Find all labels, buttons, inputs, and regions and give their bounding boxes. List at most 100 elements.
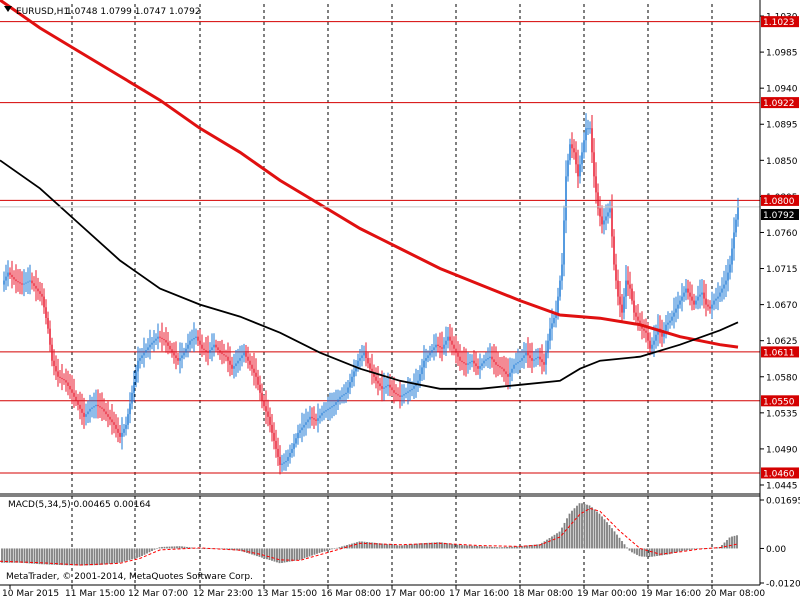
macd-signal-line xyxy=(0,507,739,566)
macd-bar xyxy=(368,542,371,549)
macd-bar xyxy=(493,546,496,549)
candle-body xyxy=(461,360,463,363)
macd-bar xyxy=(241,548,243,552)
candle-body xyxy=(423,360,425,368)
macd-bar xyxy=(133,548,136,559)
candle-body xyxy=(317,418,319,421)
candle-body xyxy=(389,384,391,388)
macd-bar xyxy=(143,548,146,555)
macd-bar xyxy=(731,536,733,549)
candle-body xyxy=(441,347,443,349)
macd-bar xyxy=(581,503,583,549)
macd-axis: 0.01695 0.00 -0.01209 xyxy=(760,497,800,590)
candle-body xyxy=(17,281,19,283)
macd-bar xyxy=(366,542,368,549)
candle-body xyxy=(89,408,91,412)
candle-body xyxy=(513,364,515,369)
macd-bar xyxy=(468,545,471,549)
candle-body xyxy=(505,371,507,375)
candle-body xyxy=(123,428,125,433)
candle-body xyxy=(37,288,39,292)
candle-body xyxy=(251,364,253,369)
macd-bar xyxy=(173,546,176,549)
time-tick-label: 17 Mar 16:00 xyxy=(449,589,509,599)
price-tick-label: 1.0490 xyxy=(766,445,798,455)
macd-bar xyxy=(176,546,178,549)
macd-bar xyxy=(101,548,103,565)
macd-bar xyxy=(33,548,36,564)
macd-bar xyxy=(116,548,118,564)
candle-body xyxy=(657,328,659,335)
macd-bar xyxy=(268,548,271,561)
macd-bar xyxy=(653,548,656,557)
candle-body xyxy=(249,360,251,365)
macd-bar xyxy=(341,546,343,549)
candle-body xyxy=(131,392,133,404)
candle-body xyxy=(327,408,329,411)
macd-bar xyxy=(456,544,458,549)
candle-body xyxy=(313,418,315,420)
level-label-bg xyxy=(761,395,799,407)
candle-body xyxy=(449,336,451,341)
macd-bar xyxy=(278,548,281,564)
candle-body xyxy=(687,288,689,293)
candle-body xyxy=(297,432,299,439)
macd-bar xyxy=(3,548,6,563)
candle-body xyxy=(427,355,429,359)
candle-body xyxy=(285,460,287,463)
price-tick-label: 1.0670 xyxy=(766,301,798,311)
macd-bar xyxy=(476,545,478,549)
candle-body xyxy=(77,400,79,405)
candle-body xyxy=(565,176,567,221)
macd-bar xyxy=(316,548,318,554)
candle-body xyxy=(491,356,493,360)
candle-body xyxy=(583,140,585,153)
macd-bar xyxy=(251,548,253,555)
macd-bar xyxy=(551,536,553,549)
macd-bar xyxy=(533,544,536,549)
candle-body xyxy=(397,394,399,396)
candle-body xyxy=(45,307,47,318)
candle-body xyxy=(391,387,393,391)
macd-bar xyxy=(358,541,361,549)
macd-bar xyxy=(571,510,573,549)
candle-body xyxy=(29,280,31,282)
candle-body xyxy=(395,392,397,395)
candle-body xyxy=(25,282,27,284)
macd-bar xyxy=(691,548,693,550)
candle-body xyxy=(737,206,739,220)
macd-bar xyxy=(181,546,183,549)
candle-body xyxy=(485,359,487,361)
candle-body xyxy=(511,368,513,373)
candle-body xyxy=(419,374,421,381)
candle-body xyxy=(179,358,181,361)
collapse-arrow-icon[interactable] xyxy=(4,6,12,12)
macd-bar xyxy=(683,548,686,551)
candle-body xyxy=(293,443,295,449)
candle-body xyxy=(549,328,551,341)
macd-bar xyxy=(693,548,696,550)
macd-bar xyxy=(328,548,331,551)
candle-body xyxy=(283,462,285,464)
candle-body xyxy=(287,456,289,461)
candle-body xyxy=(59,376,61,378)
candle-body xyxy=(527,352,529,356)
candle-body xyxy=(157,336,159,339)
macd-bar xyxy=(256,548,258,557)
macd-bar xyxy=(608,525,611,549)
candle-body xyxy=(455,348,457,353)
candle-body xyxy=(3,280,5,285)
candle-body xyxy=(457,352,459,357)
macd-bar xyxy=(611,528,613,549)
macd-bar xyxy=(118,548,121,563)
candle-body xyxy=(631,288,633,301)
candle-body xyxy=(473,360,475,364)
candle-body xyxy=(95,404,97,407)
candle-body xyxy=(377,380,379,384)
candle-body xyxy=(493,359,495,363)
candle-body xyxy=(577,164,579,177)
horizontal-levels xyxy=(0,21,760,474)
candle-body xyxy=(93,406,95,408)
macd-bar xyxy=(288,548,291,562)
candle-body xyxy=(203,348,205,351)
